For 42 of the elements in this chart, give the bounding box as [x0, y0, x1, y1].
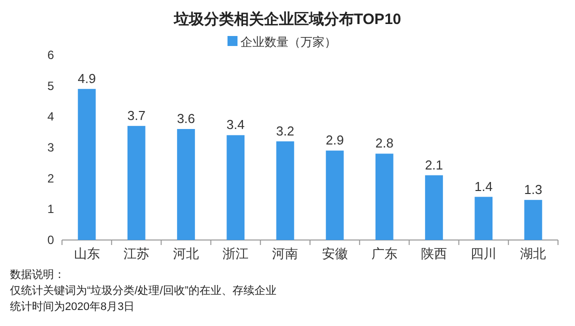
y-tick-label: 5 — [47, 78, 54, 93]
legend-label: 企业数量（万家） — [240, 35, 336, 49]
y-tick-label: 4 — [47, 110, 54, 124]
y-tick-label: 6 — [47, 48, 54, 62]
x-tick-label: 陕西 — [421, 246, 447, 261]
x-tick-label: 四川 — [470, 246, 497, 261]
chart-title: 垃圾分类相关企业区域分布TOP10 — [172, 11, 402, 28]
text: 数据说明： — [10, 269, 65, 281]
bar — [524, 200, 542, 240]
data-label: 3.2 — [276, 123, 294, 138]
x-tick-label: 浙江 — [222, 246, 249, 261]
bar — [226, 135, 245, 240]
bar — [127, 126, 146, 240]
bar — [326, 150, 344, 240]
x-tick-label: 江苏 — [123, 246, 150, 261]
data-label: 2.8 — [375, 136, 394, 151]
data-label: 2.1 — [424, 157, 444, 172]
x-tick-label: 山东 — [74, 246, 100, 261]
bar — [474, 196, 493, 240]
data-label: 4.9 — [78, 70, 96, 86]
text: 统计时间为2020年8月3日 — [10, 300, 135, 313]
data-label: 3.7 — [127, 108, 146, 123]
data-label: 2.9 — [326, 132, 344, 148]
x-tick-label: 广东 — [371, 246, 398, 261]
y-tick-label: 0 — [47, 233, 54, 247]
x-tick-label: 河南 — [272, 246, 298, 261]
y-tick-label: 2 — [47, 171, 54, 186]
data-label: 1.4 — [474, 178, 493, 194]
x-tick-label: 安徽 — [322, 246, 348, 261]
bar — [425, 175, 443, 240]
x-tick-label: 湖北 — [520, 246, 546, 261]
text: 仅统计关键词为“垃圾分类/处理/回收”的在业、存续企业 — [10, 284, 276, 297]
bar — [276, 141, 294, 240]
y-tick-label: 1 — [47, 202, 54, 216]
data-label: 3.4 — [226, 117, 245, 132]
x-tick-label: 河北 — [173, 246, 199, 261]
bar — [78, 88, 96, 240]
bar — [375, 154, 394, 240]
data-label: 3.6 — [176, 111, 196, 126]
y-tick-label: 3 — [47, 140, 54, 154]
data-label: 1.3 — [524, 182, 542, 197]
bar — [177, 129, 195, 240]
